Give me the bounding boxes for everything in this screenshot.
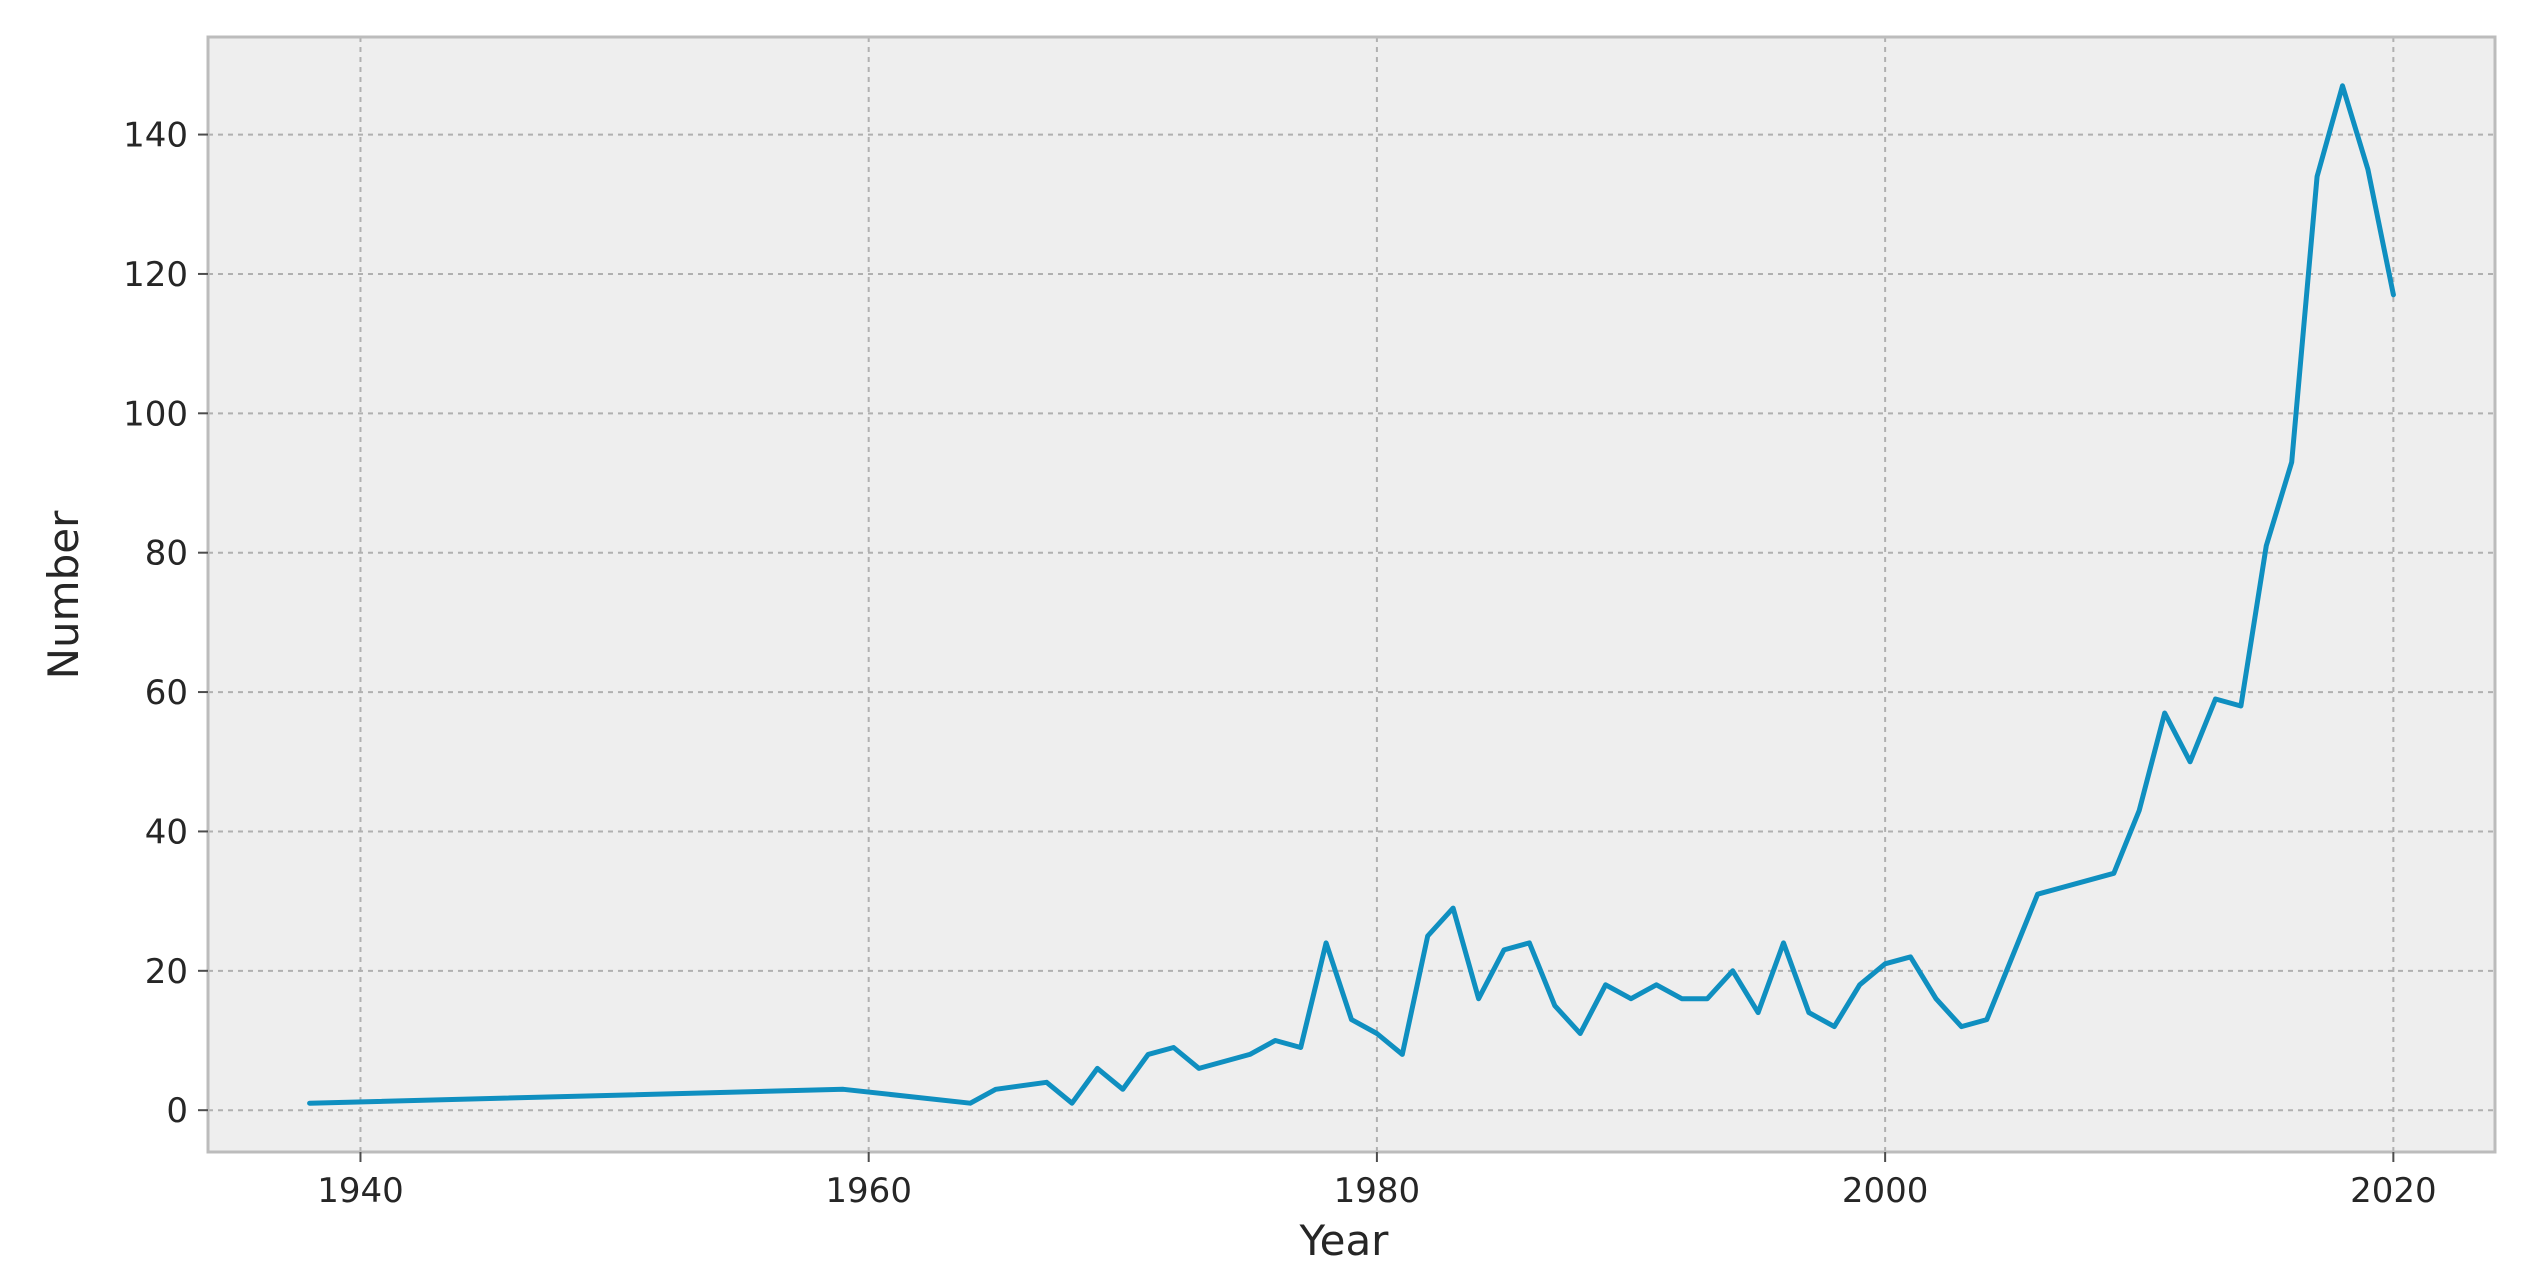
- series-layer: [307, 83, 2396, 1106]
- y-tick-label: 120: [123, 255, 188, 295]
- y-tick-label: 140: [123, 116, 188, 156]
- y-tick-label: 100: [123, 394, 188, 434]
- plot-background: [208, 37, 2495, 1152]
- series-line: [307, 83, 2396, 1106]
- x-tick-label: 1940: [317, 1171, 404, 1211]
- x-tick-label: 1980: [1334, 1171, 1421, 1211]
- y-tick-label: 20: [145, 952, 188, 992]
- y-tick-label: 60: [145, 673, 188, 713]
- y-tick-label: 40: [145, 812, 188, 852]
- axis-ticks: 1940 1960 1980 2000 2020 0 20 40 60 80 100 120 140: [123, 116, 2437, 1211]
- grid-lines: [208, 37, 2495, 1152]
- y-axis-label: Number: [39, 510, 88, 679]
- x-tick-label: 2020: [2350, 1171, 2437, 1211]
- x-axis-label: Year: [1299, 1216, 1390, 1265]
- plot-frame: [206, 35, 2497, 1154]
- y-tick-label: 80: [145, 534, 188, 574]
- x-tick-label: 2000: [1842, 1171, 1929, 1211]
- x-tick-label: 1960: [825, 1171, 912, 1211]
- y-tick-label: 0: [166, 1091, 188, 1131]
